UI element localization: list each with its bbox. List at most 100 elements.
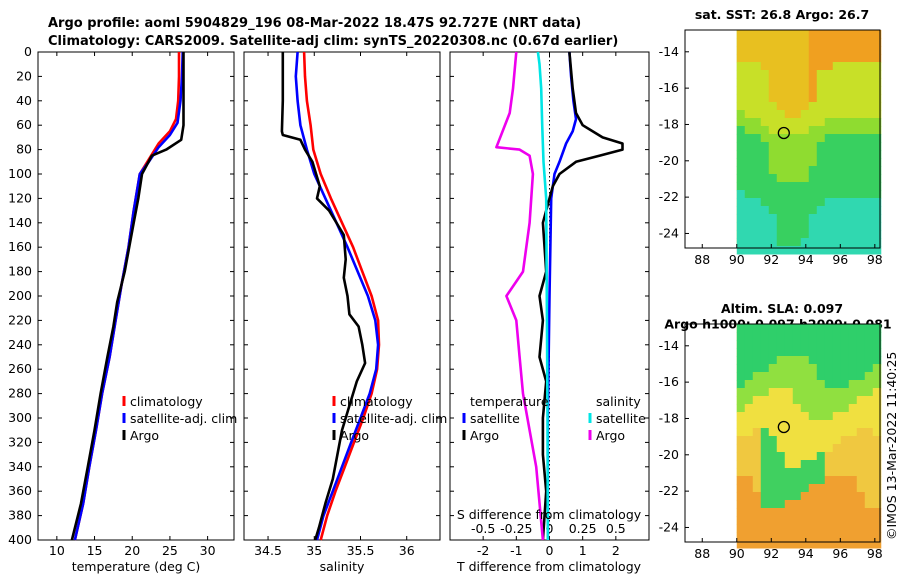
map-cell (864, 150, 874, 159)
map-cell (848, 332, 858, 341)
map-cell (792, 388, 802, 397)
map-cell (856, 54, 866, 63)
map-cell (840, 428, 850, 437)
map-cell (752, 78, 762, 87)
map-cell (744, 524, 754, 533)
map-cell (736, 388, 746, 397)
map-cell (792, 174, 802, 183)
map-cell (760, 118, 770, 127)
map-cell (808, 110, 818, 119)
map-cell (760, 516, 770, 525)
map-cell (856, 476, 866, 485)
map-cell (744, 70, 754, 79)
map-cell (808, 484, 818, 493)
map-cell (856, 460, 866, 469)
map-cell (752, 70, 762, 79)
map-cell (768, 182, 778, 191)
map-cell (872, 94, 882, 103)
map-y-tick-label: -16 (659, 374, 679, 389)
map-cell (808, 372, 818, 381)
map-cell (816, 340, 826, 349)
map-cell (776, 46, 786, 55)
map-cell (824, 324, 834, 333)
map-cell (816, 102, 826, 111)
map-cell (752, 174, 762, 183)
map-cell (856, 372, 866, 381)
map-cell (792, 166, 802, 175)
map-cell (808, 500, 818, 509)
map-cell (808, 158, 818, 167)
map-cell (776, 94, 786, 103)
map-cell (792, 420, 802, 429)
map-cell (832, 396, 842, 405)
map-cell (776, 142, 786, 151)
map-cell (752, 356, 762, 365)
legend-label: Argo (340, 428, 369, 443)
map-cell (856, 380, 866, 389)
map-cell (824, 166, 834, 175)
map-cell (792, 230, 802, 239)
map-cell (856, 356, 866, 365)
map-cell (856, 404, 866, 413)
map-cell (800, 500, 810, 509)
map-cell (792, 404, 802, 413)
map-cell (832, 364, 842, 373)
map-cell (784, 508, 794, 517)
map-cell (856, 396, 866, 405)
map-cell (768, 198, 778, 207)
map-cell (800, 460, 810, 469)
map-cell (840, 324, 850, 333)
map-cell (784, 428, 794, 437)
map-cell (872, 134, 882, 143)
map-cell (760, 166, 770, 175)
map-cell (848, 134, 858, 143)
map-cell (864, 388, 874, 397)
map-cell (792, 532, 802, 541)
map-cell (752, 388, 762, 397)
map-cell (872, 238, 882, 247)
map-cell (864, 428, 874, 437)
map-cell (768, 468, 778, 477)
map-cell (760, 372, 770, 381)
map-cell (792, 142, 802, 151)
map-cell (856, 508, 866, 517)
map-cell (816, 532, 826, 541)
map-cell (848, 182, 858, 191)
temperature-panel: 0 20 40 60 80 100 120 140 160 180 200 220 240 260 280 3… (8, 44, 237, 574)
map-cell (848, 356, 858, 365)
map-cell (768, 46, 778, 55)
map-cell (768, 404, 778, 413)
map-cell (840, 436, 850, 445)
map-cell (744, 348, 754, 357)
legend-label: satellite-adj. clim (340, 411, 447, 426)
map-cell (848, 30, 858, 39)
map-cell (744, 444, 754, 453)
map-cell (832, 198, 842, 207)
map-cell (760, 428, 770, 437)
map-cell (736, 190, 746, 199)
map-cell (824, 198, 834, 207)
map-cell (768, 86, 778, 95)
map-cell (752, 364, 762, 373)
map-cell (776, 396, 786, 405)
map-cell (848, 214, 858, 223)
map-cell (808, 404, 818, 413)
map-cell (776, 166, 786, 175)
series-line-s-satellite (536, 51, 550, 541)
map-cell (784, 524, 794, 533)
map-cell (832, 532, 842, 541)
map-x-tick-label: 94 (798, 252, 814, 267)
map-cell (776, 524, 786, 533)
depth-tick-label: 360 (8, 483, 32, 498)
map-cell (760, 214, 770, 223)
map-cell (736, 372, 746, 381)
map-cell (760, 396, 770, 405)
map-cell (864, 460, 874, 469)
map-cell (864, 54, 874, 63)
map-cell (832, 30, 842, 39)
map-cell (744, 118, 754, 127)
map-cell (872, 246, 882, 255)
map-cell (824, 516, 834, 525)
map-cell (856, 230, 866, 239)
map-cell (816, 118, 826, 127)
